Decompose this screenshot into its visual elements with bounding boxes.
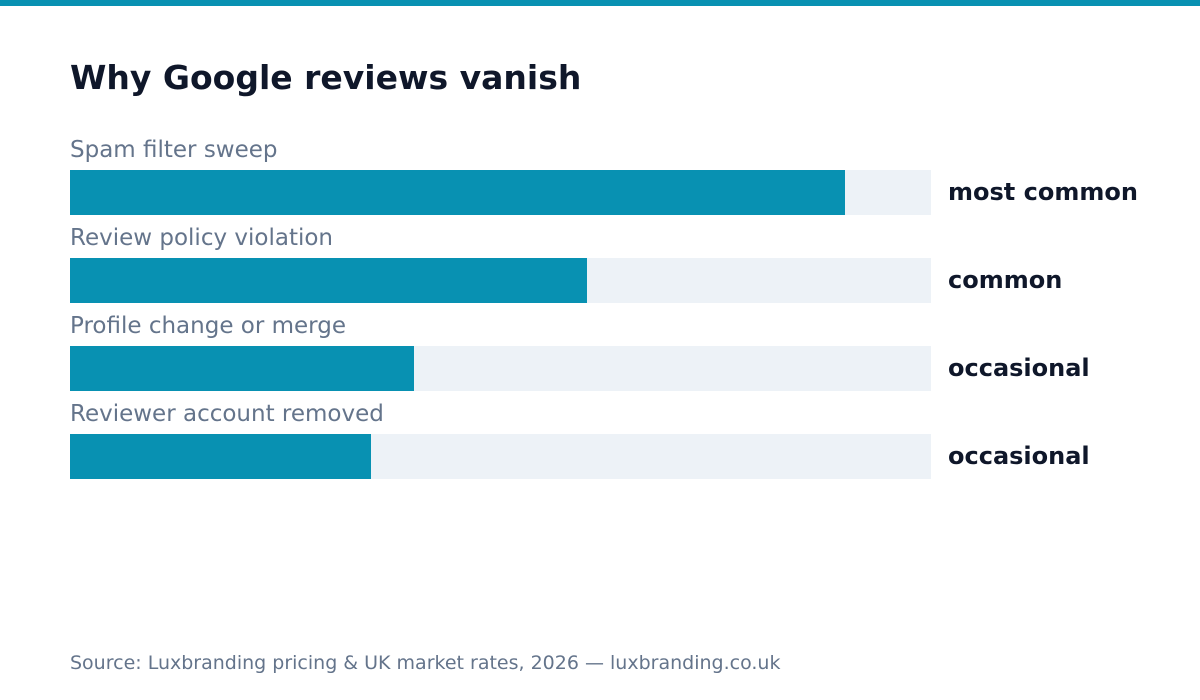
bar <box>70 170 845 215</box>
bar-track <box>70 346 931 391</box>
bar-row: Profile change or merge occasional <box>70 310 1180 398</box>
bar-track <box>70 258 931 303</box>
source-note: Source: Luxbranding pricing & UK market … <box>70 652 781 674</box>
bar <box>70 434 371 479</box>
bar-row: Reviewer account removed occasional <box>70 398 1180 486</box>
bar-chart: Spam filter sweep most common Review polic… <box>70 134 1180 486</box>
bar <box>70 258 587 303</box>
value-label: common <box>948 266 1063 294</box>
bar-track <box>70 434 931 479</box>
bar-row: Spam filter sweep most common <box>70 134 1180 222</box>
value-label: occasional <box>948 442 1090 470</box>
bar-row: Review policy violation common <box>70 222 1180 310</box>
category-label: Reviewer account removed <box>70 401 384 427</box>
category-label: Review policy violation <box>70 225 334 251</box>
category-label: Spam filter sweep <box>70 137 278 163</box>
value-label: most common <box>948 178 1138 206</box>
value-label: occasional <box>948 354 1090 382</box>
top-accent-bar <box>0 0 1200 6</box>
bar <box>70 346 414 391</box>
category-label: Profile change or merge <box>70 313 346 339</box>
chart-title: Why Google reviews vanish <box>70 58 582 97</box>
bar-track <box>70 170 931 215</box>
